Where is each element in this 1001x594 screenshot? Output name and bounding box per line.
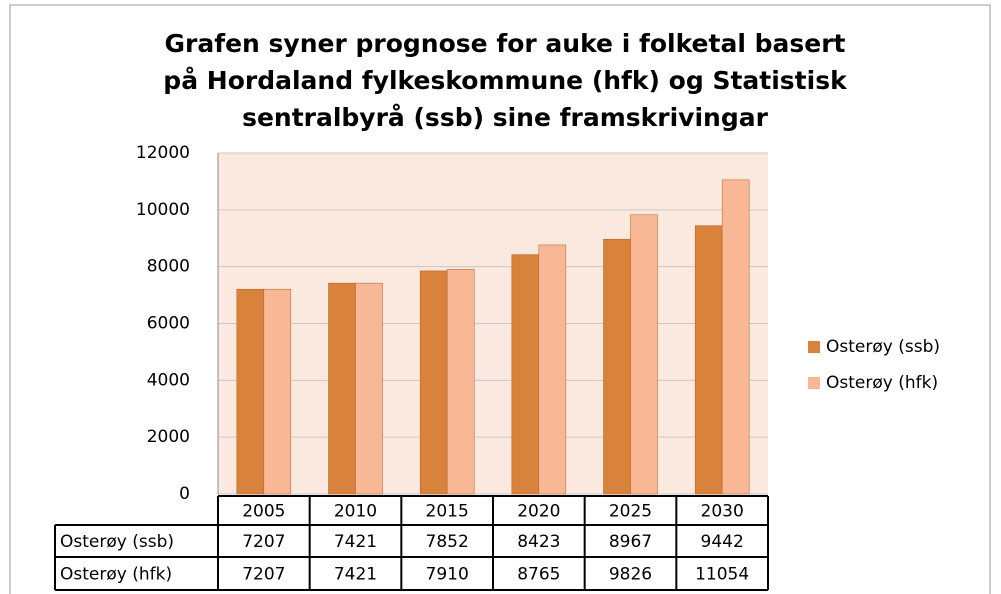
table-value: 7207 bbox=[242, 565, 285, 585]
table-value: 7852 bbox=[426, 532, 469, 552]
legend-label: Osterøy (ssb) bbox=[826, 337, 940, 357]
y-tick-label: 6000 bbox=[147, 314, 190, 334]
legend-swatch bbox=[808, 377, 820, 389]
bar bbox=[328, 282, 356, 495]
table-value: 9826 bbox=[609, 565, 652, 585]
bar bbox=[419, 270, 448, 495]
y-tick-label: 0 bbox=[179, 484, 190, 504]
y-tick-label: 8000 bbox=[147, 257, 190, 277]
table-value: 7421 bbox=[334, 532, 377, 552]
chart-title: sentralbyrå (ssb) sine framskrivingar bbox=[242, 103, 769, 132]
bar bbox=[236, 288, 265, 495]
x-tick-label: 2010 bbox=[334, 502, 377, 522]
x-tick-label: 2015 bbox=[426, 502, 469, 522]
table-value: 8423 bbox=[517, 532, 560, 552]
x-tick-label: 2025 bbox=[609, 502, 652, 522]
x-tick-label: 2005 bbox=[242, 502, 285, 522]
table-value: 7207 bbox=[242, 532, 285, 552]
table-value: 9442 bbox=[701, 532, 744, 552]
bar bbox=[603, 238, 631, 495]
chart-title: på Hordaland fylkeskommune (hfk) og Stat… bbox=[163, 66, 848, 95]
x-tick-label: 2020 bbox=[517, 502, 560, 522]
x-tick-label: 2030 bbox=[701, 502, 744, 522]
bar bbox=[511, 254, 540, 495]
table-value: 7910 bbox=[426, 565, 469, 585]
bar bbox=[355, 282, 383, 495]
bar bbox=[446, 268, 475, 495]
legend-label: Osterøy (hfk) bbox=[826, 373, 938, 393]
y-tick-label: 4000 bbox=[147, 370, 190, 390]
table-value: 8967 bbox=[609, 532, 652, 552]
bar bbox=[694, 225, 723, 495]
bar bbox=[721, 179, 750, 495]
table-value: 8765 bbox=[517, 565, 560, 585]
table-row-label: Osterøy (ssb) bbox=[60, 532, 174, 552]
y-tick-label: 2000 bbox=[147, 427, 190, 447]
y-tick-label: 10000 bbox=[136, 200, 190, 220]
bar bbox=[538, 244, 567, 495]
chart-title: Grafen syner prognose for auke i folketa… bbox=[165, 29, 846, 58]
bar bbox=[630, 214, 658, 495]
table-value: 11054 bbox=[695, 565, 749, 585]
legend-swatch bbox=[808, 341, 820, 353]
bar bbox=[263, 288, 292, 495]
table-value: 7421 bbox=[334, 565, 377, 585]
y-tick-label: 12000 bbox=[136, 143, 190, 163]
table-row-label: Osterøy (hfk) bbox=[60, 565, 172, 585]
